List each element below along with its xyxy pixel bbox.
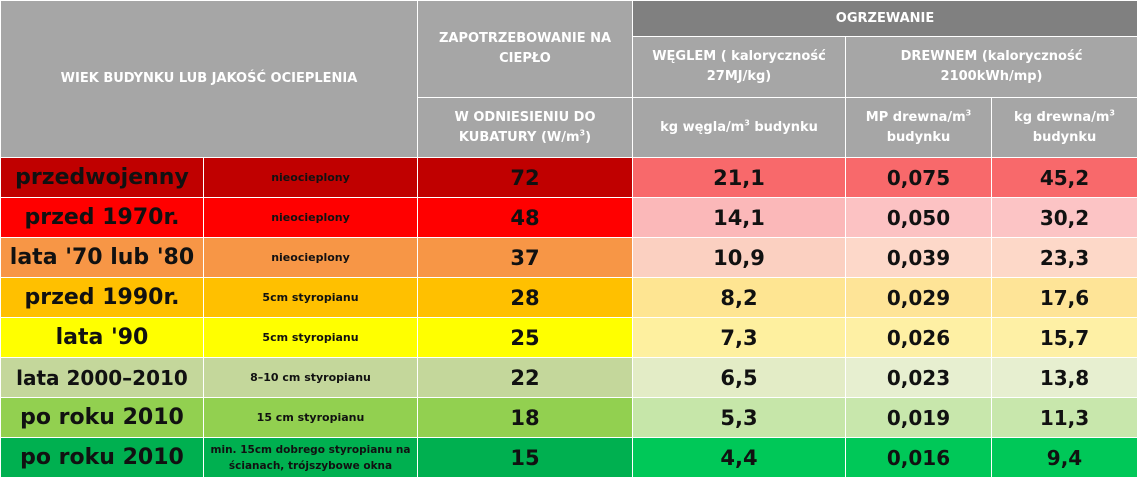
header-coal-unit-text: kg węgla/m	[660, 119, 745, 135]
row-age: po roku 2010	[0, 437, 204, 478]
row-coal: 6,5	[632, 357, 846, 398]
row-demand: 28	[417, 277, 633, 318]
header-wood: DREWNEM (kaloryczność 2100kWh/mp)	[844, 36, 1137, 98]
row-insulation: 5cm styropianu	[203, 317, 418, 358]
header-wood-mp-unit-sup: 3	[965, 108, 972, 118]
header-wood-mp-unit: MP drewna/m3 budynku	[845, 97, 992, 158]
row-wood-kg: 30,2	[990, 197, 1137, 238]
header-wood-kg-unit-text: kg drewna/m	[1014, 109, 1110, 125]
row-insulation: 5cm styropianu	[203, 277, 418, 318]
row-demand: 15	[417, 437, 633, 478]
row-age: lata 2000–2010	[0, 357, 204, 398]
row-insulation: min. 15cm dobrego styropianu na ścianach…	[203, 437, 418, 478]
row-age: lata '70 lub '80	[0, 237, 204, 278]
header-wood-kg-unit-end: budynku	[1032, 129, 1097, 145]
row-wood-mp: 0,023	[845, 357, 992, 398]
row-wood-mp: 0,026	[845, 317, 992, 358]
header-per-volume: W ODNIESIENIU DO KUBATURY (W/m3)	[417, 97, 633, 158]
row-wood-mp: 0,075	[845, 157, 992, 198]
table-row: po roku 2010 min. 15cm dobrego styropian…	[0, 437, 1137, 478]
row-coal: 21,1	[632, 157, 846, 198]
header-wood-kg-unit-sup: 3	[1109, 108, 1115, 118]
row-age: przed 1990r.	[0, 277, 204, 318]
row-demand: 25	[417, 317, 633, 358]
row-age: lata '90	[0, 317, 204, 358]
table-row: po roku 2010 15 cm styropianu 18 5,3 0,0…	[0, 397, 1137, 438]
table-row: lata 2000–2010 8–10 cm styropianu 22 6,5…	[0, 357, 1137, 398]
header-coal: WĘGLEM ( kaloryczność 27MJ/kg)	[632, 36, 846, 98]
row-age: po roku 2010	[0, 397, 204, 438]
row-wood-kg: 17,6	[990, 277, 1137, 318]
table-row: lata '70 lub '80 nieocieplony 37 10,9 0,…	[0, 237, 1137, 278]
row-coal: 7,3	[632, 317, 846, 358]
row-wood-kg: 15,7	[990, 317, 1137, 358]
header-per-volume-end: )	[585, 129, 592, 145]
row-wood-kg: 23,3	[990, 237, 1137, 278]
header-wood-kg-unit: kg drewna/m3 budynku	[990, 97, 1137, 158]
row-demand: 48	[417, 197, 633, 238]
header-per-volume-sup: 3	[579, 128, 586, 138]
table-row: lata '90 5cm styropianu 25 7,3 0,026 15,…	[0, 317, 1137, 358]
table-row: przed 1990r. 5cm styropianu 28 8,2 0,029…	[0, 277, 1137, 318]
row-coal: 5,3	[632, 397, 846, 438]
row-insulation: 8–10 cm styropianu	[203, 357, 418, 398]
header-coal-unit: kg węgla/m3 budynku	[632, 97, 846, 158]
row-wood-kg: 45,2	[990, 157, 1137, 198]
row-wood-mp: 0,039	[845, 237, 992, 278]
row-wood-mp: 0,016	[845, 437, 992, 478]
row-wood-mp: 0,029	[845, 277, 992, 318]
header-heating: OGRZEWANIE	[631, 0, 1137, 37]
header-age-quality: WIEK BUDYNKU LUB JAKOŚĆ OCIEPLENIA	[0, 0, 418, 158]
header-coal-unit-end: budynku	[749, 119, 818, 135]
row-demand: 18	[417, 397, 633, 438]
row-wood-mp: 0,019	[845, 397, 992, 438]
table-row: przedwojenny nieocieplony 72 21,1 0,075 …	[0, 157, 1137, 198]
row-coal: 8,2	[632, 277, 846, 318]
row-insulation: nieocieplony	[203, 157, 418, 198]
row-demand: 22	[417, 357, 633, 398]
row-coal: 4,4	[632, 437, 846, 478]
row-wood-kg: 13,8	[990, 357, 1137, 398]
row-wood-kg: 11,3	[990, 397, 1137, 438]
header-coal-unit-sup: 3	[744, 118, 750, 128]
header-heat-demand: ZAPOTRZEBOWANIE NA CIEPŁO	[417, 0, 633, 98]
row-age: przed 1970r.	[0, 197, 204, 238]
table-row: przed 1970r. nieocieplony 48 14,1 0,050 …	[0, 197, 1137, 238]
row-insulation: nieocieplony	[203, 237, 418, 278]
row-wood-kg: 9,4	[990, 437, 1137, 478]
row-coal: 14,1	[632, 197, 846, 238]
header-wood-mp-unit-end: budynku	[886, 129, 951, 145]
row-demand: 72	[417, 157, 633, 198]
header-per-volume-text: W ODNIESIENIU DO KUBATURY (W/m	[454, 109, 596, 145]
row-coal: 10,9	[632, 237, 846, 278]
row-wood-mp: 0,050	[845, 197, 992, 238]
row-demand: 37	[417, 237, 633, 278]
header-wood-mp-unit-text: MP drewna/m	[865, 109, 966, 125]
row-insulation: 15 cm styropianu	[203, 397, 418, 438]
row-insulation: nieocieplony	[203, 197, 418, 238]
row-age: przedwojenny	[0, 157, 204, 198]
